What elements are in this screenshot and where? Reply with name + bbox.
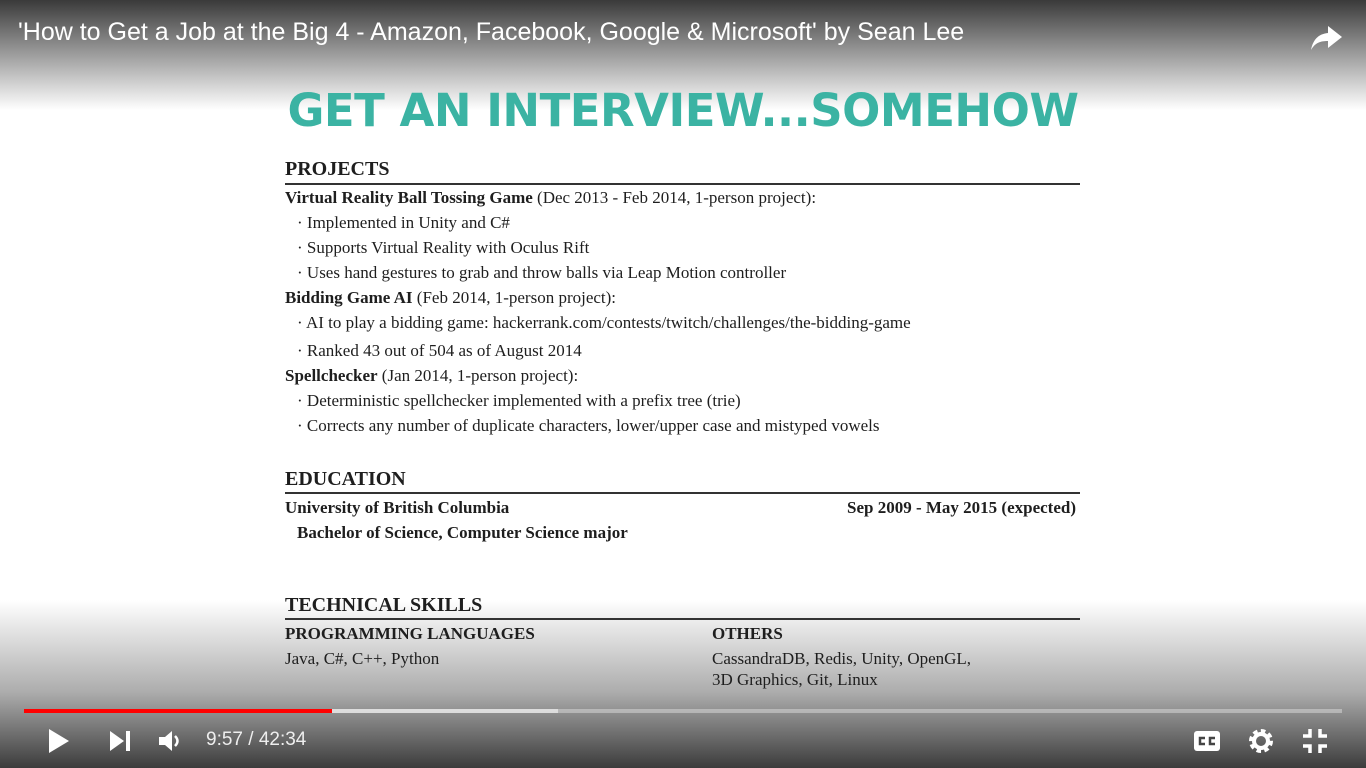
time-display: 9:57 / 42:34 bbox=[206, 729, 307, 750]
skills-heading: PROGRAMMING LANGUAGES bbox=[285, 624, 535, 643]
share-button[interactable] bbox=[1310, 22, 1344, 52]
project-line: Spellchecker (Jan 2014, 1-person project… bbox=[285, 366, 578, 386]
project-name: Bidding Game AI bbox=[285, 288, 413, 307]
project-bullet: · Uses hand gestures to grab and throw b… bbox=[297, 263, 787, 282]
section-title: TECHNICAL SKILLS bbox=[285, 594, 483, 616]
project-meta: (Dec 2013 - Feb 2014, 1-person project): bbox=[537, 188, 817, 207]
top-shade bbox=[0, 0, 1366, 110]
project-meta: (Feb 2014, 1-person project): bbox=[416, 288, 617, 307]
school: University of British Columbia bbox=[285, 498, 510, 517]
exit-fullscreen-button[interactable] bbox=[1302, 728, 1328, 754]
section-rule bbox=[285, 183, 1080, 185]
play-button[interactable] bbox=[46, 728, 72, 754]
project-bullet: · Supports Virtual Reality with Oculus R… bbox=[297, 238, 590, 257]
skills-line: Java, C#, C++, Python bbox=[285, 649, 440, 668]
next-button[interactable] bbox=[109, 730, 131, 752]
section-rule bbox=[285, 618, 1080, 620]
section-title: EDUCATION bbox=[285, 468, 406, 490]
captions-button[interactable] bbox=[1193, 730, 1221, 752]
project-bullet: · Deterministic spellchecker implemented… bbox=[297, 391, 741, 410]
skills-heading: OTHERS bbox=[712, 624, 783, 643]
section-title: PROJECTS bbox=[285, 158, 390, 180]
video-title[interactable]: 'How to Get a Job at the Big 4 - Amazon,… bbox=[18, 18, 965, 46]
skills-line: 3D Graphics, Git, Linux bbox=[712, 670, 878, 689]
progress-track[interactable] bbox=[24, 709, 1342, 713]
project-name: Virtual Reality Ball Tossing Game bbox=[285, 188, 533, 207]
project-name: Spellchecker bbox=[285, 366, 378, 385]
project-meta: (Jan 2014, 1-person project): bbox=[381, 366, 579, 385]
section-rule bbox=[285, 492, 1080, 494]
project-bullet: · AI to play a bidding game: hackerrank.… bbox=[297, 313, 911, 332]
bottom-shade bbox=[0, 600, 1366, 768]
project-line: Virtual Reality Ball Tossing Game (Dec 2… bbox=[285, 188, 816, 208]
settings-button[interactable] bbox=[1247, 727, 1275, 755]
project-bullet: · Ranked 43 out of 504 as of August 2014 bbox=[297, 341, 582, 360]
project-bullet: · Implemented in Unity and C# bbox=[297, 213, 510, 232]
volume-button[interactable] bbox=[157, 728, 183, 754]
dates: Sep 2009 - May 2015 (expected) bbox=[847, 498, 1076, 517]
skills-line: CassandraDB, Redis, Unity, OpenGL, bbox=[712, 649, 972, 668]
progress-played bbox=[24, 709, 333, 713]
slide-heading: GET AN INTERVIEW...SOMEHOW bbox=[287, 84, 1079, 137]
project-line: Bidding Game AI (Feb 2014, 1-person proj… bbox=[285, 288, 616, 308]
project-bullet: · Corrects any number of duplicate chara… bbox=[297, 416, 880, 435]
degree: Bachelor of Science, Computer Science ma… bbox=[297, 523, 628, 542]
